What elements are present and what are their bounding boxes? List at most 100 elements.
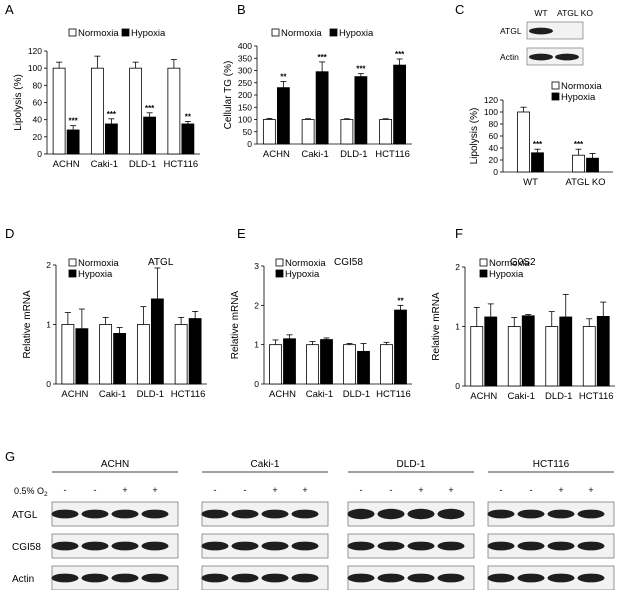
x-tick-label: ACHN <box>53 159 80 170</box>
x-tick-label: DLD-1 <box>343 389 370 400</box>
bar-hypoxia <box>484 316 498 387</box>
y-tick-label: 1 <box>46 320 51 330</box>
bar-normoxia <box>99 324 113 385</box>
blot-band <box>547 509 575 519</box>
blot-band <box>517 573 545 583</box>
blot-band <box>547 541 575 551</box>
x-tick-label: HCT116 <box>171 389 206 400</box>
lane-sign: - <box>390 485 393 495</box>
lane-sign: + <box>152 485 157 495</box>
panel-letter: E <box>237 226 246 241</box>
panel-letter: F <box>455 226 463 241</box>
blot-band <box>111 573 139 583</box>
blot-band <box>111 541 139 551</box>
x-tick-label: ATGL KO <box>565 177 605 188</box>
chart-panel-b: B 0 50 100 150 200 250 300 350 400 Cellular TG (%)… <box>223 2 412 160</box>
lane-sign: - <box>94 485 97 495</box>
bar-normoxia <box>90 67 104 155</box>
significance-mark: *** <box>107 110 117 119</box>
x-tick-label: DLD-1 <box>340 149 367 160</box>
bar-hypoxia <box>586 157 599 173</box>
blot-band <box>81 573 109 583</box>
lane-sign: - <box>530 485 533 495</box>
x-tick-label: HCT116 <box>376 389 411 400</box>
legend-label: Normoxia <box>489 258 530 269</box>
bar-normoxia <box>262 119 276 145</box>
legend-swatch-normoxia <box>271 28 280 37</box>
blot-group-label: Caki-1 <box>251 459 280 470</box>
lane-sign: + <box>272 485 277 495</box>
blot-band <box>51 541 79 551</box>
chart-title: ATGL <box>148 257 174 268</box>
blot-band <box>231 509 259 519</box>
bar-normoxia <box>380 344 393 385</box>
x-tick-label: HCT116 <box>375 149 410 160</box>
blot-band <box>407 541 435 551</box>
y-tick-label: 40 <box>489 143 499 153</box>
blot-band <box>201 541 229 551</box>
bar-normoxia <box>582 326 596 387</box>
blot-band <box>529 53 553 61</box>
blot-band <box>377 573 405 583</box>
y-tick-label: 350 <box>238 53 252 63</box>
bar-normoxia <box>379 119 393 145</box>
bar-hypoxia <box>357 350 370 385</box>
bar-normoxia <box>343 344 356 385</box>
legend-swatch-normoxia <box>479 258 488 267</box>
blot-band <box>231 541 259 551</box>
legend-label: Hypoxia <box>561 92 596 103</box>
blot-band <box>517 541 545 551</box>
blot-band <box>51 573 79 583</box>
y-axis-label: Relative mRNA <box>22 290 33 359</box>
blot-band <box>261 509 289 519</box>
blot-band <box>437 573 465 583</box>
blot-frame <box>526 21 584 40</box>
y-tick-label: 2 <box>254 300 259 310</box>
x-tick-label: WT <box>523 177 538 188</box>
y-tick-label: 300 <box>238 66 252 76</box>
y-tick-label: 0 <box>493 167 498 177</box>
x-tick-label: Caki-1 <box>99 389 126 400</box>
y-tick-label: 0 <box>46 379 51 389</box>
x-tick-label: Caki-1 <box>306 389 333 400</box>
bar-hypoxia <box>354 76 368 145</box>
blot-band <box>437 508 465 520</box>
x-tick-label: ACHN <box>470 391 497 402</box>
y-tick-label: 1 <box>254 340 259 350</box>
blot-band <box>377 541 405 551</box>
y-axis-label: Lipolysis (%) <box>469 108 480 165</box>
blot-band <box>201 509 229 519</box>
bar-normoxia <box>136 324 150 385</box>
blot-band <box>577 573 605 583</box>
legend-swatch-hypoxia <box>479 269 488 278</box>
legend-swatch-normoxia <box>275 258 284 267</box>
legend-label: Hypoxia <box>489 269 524 280</box>
legend-swatch-normoxia <box>68 258 77 267</box>
blot-row-label: Actin <box>500 52 519 62</box>
y-tick-label: 250 <box>238 78 252 88</box>
y-tick-label: 60 <box>33 98 43 108</box>
y-tick-label: 80 <box>489 119 499 129</box>
blot-header: ATGL KO <box>557 8 593 18</box>
condition-subscript: 2 <box>44 491 48 498</box>
legend-swatch-hypoxia <box>329 28 338 37</box>
x-tick-label: ACHN <box>263 149 290 160</box>
blot-band <box>111 509 139 519</box>
y-tick-label: 100 <box>28 63 42 73</box>
y-tick-label: 0 <box>37 149 42 159</box>
lane-sign: - <box>64 485 67 495</box>
bar-normoxia <box>167 67 181 155</box>
y-tick-label: 40 <box>33 115 43 125</box>
chart-title: CGI58 <box>334 257 363 268</box>
significance-mark: *** <box>356 65 366 74</box>
bar-hypoxia <box>521 315 535 387</box>
chart-title: G0S2 <box>510 257 536 268</box>
y-tick-label: 2 <box>46 260 51 270</box>
y-axis-label: Lipolysis (%) <box>13 74 24 131</box>
x-tick-label: Caki-1 <box>301 149 328 160</box>
significance-mark: *** <box>533 140 543 149</box>
bar-hypoxia <box>559 316 573 387</box>
lane-sign: - <box>360 485 363 495</box>
legend-swatch-hypoxia <box>275 269 284 278</box>
legend-label: Normoxia <box>281 28 322 39</box>
